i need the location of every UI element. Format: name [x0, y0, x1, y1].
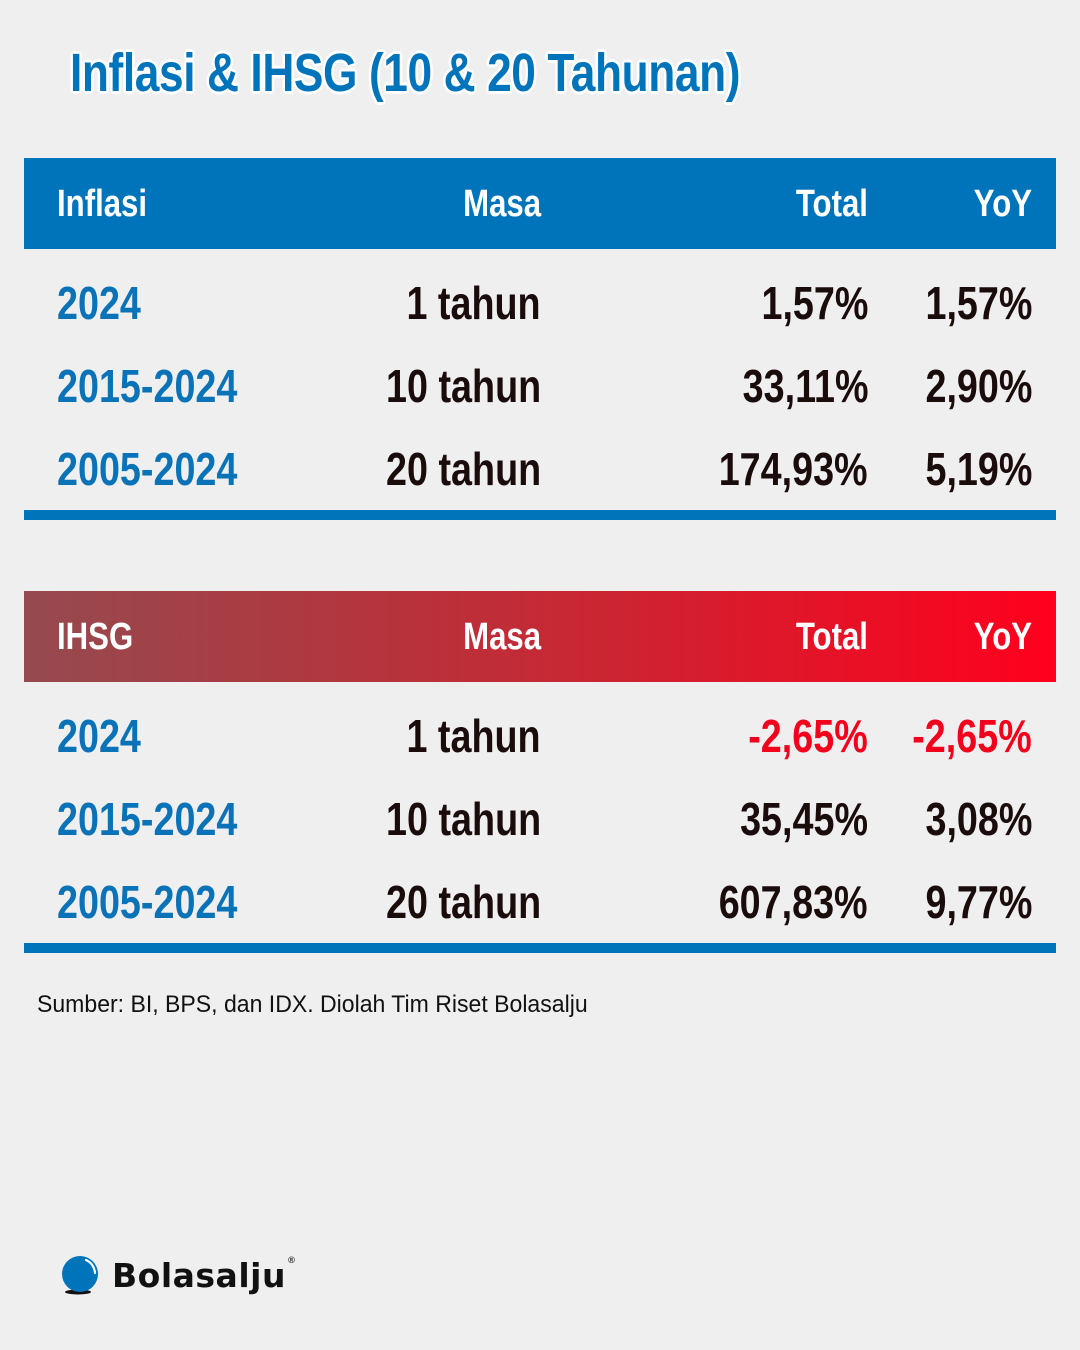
source-note: Sumber: BI, BPS, dan IDX. Diolah Tim Ris… [37, 991, 588, 1018]
ihsg-table-body: 2024 1 tahun -2,65% -2,65% 2015-2024 10 … [24, 682, 1056, 944]
header-total: Total [795, 183, 868, 225]
table-bottom-rule [24, 943, 1056, 953]
inflation-table-body: 2024 1 tahun 1,57% 1,57% 2015-2024 10 ta… [24, 249, 1056, 511]
header-total: Total [795, 616, 868, 658]
period-cell: 2024 [57, 710, 141, 762]
total-cell: 33,11% [742, 360, 868, 412]
masa-cell: 20 tahun [385, 443, 541, 495]
header-masa: Masa [463, 183, 541, 225]
header-ihsg: IHSG [57, 616, 134, 658]
header-masa: Masa [463, 616, 541, 658]
period-cell: 2024 [57, 277, 141, 329]
table-row: 2024 1 tahun -2,65% -2,65% [24, 695, 1056, 778]
masa-cell: 1 tahun [406, 710, 541, 762]
yoy-cell: 1,57% [925, 277, 1032, 329]
registered-mark: ® [286, 1255, 297, 1266]
period-cell: 2015-2024 [57, 793, 238, 845]
period-cell: 2015-2024 [57, 360, 238, 412]
inflation-table-header: Inflasi Masa Total YoY [24, 158, 1056, 249]
page-title: Inflasi & IHSG (10 & 20 Tahunan) [70, 43, 741, 103]
masa-cell: 10 tahun [385, 360, 541, 412]
ihsg-table-header: IHSG Masa Total YoY [24, 591, 1056, 682]
masa-cell: 1 tahun [406, 277, 541, 329]
total-cell: 174,93% [719, 443, 868, 495]
total-cell: 607,83% [719, 876, 868, 928]
table-bottom-rule [24, 510, 1056, 520]
table-row: 2015-2024 10 tahun 35,45% 3,08% [24, 778, 1056, 861]
masa-cell: 10 tahun [385, 793, 541, 845]
logo-text: Bolasalju [112, 1255, 286, 1295]
period-cell: 2005-2024 [57, 443, 238, 495]
inflation-table: Inflasi Masa Total YoY 2024 1 tahun 1,57… [24, 158, 1056, 520]
yoy-cell: 2,90% [925, 360, 1032, 412]
table-row: 2015-2024 10 tahun 33,11% 2,90% [24, 345, 1056, 428]
total-cell: 35,45% [740, 793, 868, 845]
yoy-cell: 3,08% [925, 793, 1032, 845]
header-yoy: YoY [973, 616, 1032, 658]
table-row: 2005-2024 20 tahun 607,83% 9,77% [24, 861, 1056, 944]
table-row: 2005-2024 20 tahun 174,93% 5,19% [24, 428, 1056, 511]
yoy-cell-negative: -2,65% [912, 710, 1032, 762]
period-cell: 2005-2024 [57, 876, 238, 928]
brand-logo: Bolasalju® [58, 1255, 296, 1295]
header-inflasi: Inflasi [57, 183, 148, 225]
table-row: 2024 1 tahun 1,57% 1,57% [24, 262, 1056, 345]
header-yoy: YoY [973, 183, 1032, 225]
yoy-cell: 9,77% [925, 876, 1032, 928]
yoy-cell: 5,19% [925, 443, 1032, 495]
total-cell-negative: -2,65% [748, 710, 868, 762]
masa-cell: 20 tahun [385, 876, 541, 928]
snowball-icon [58, 1255, 102, 1295]
total-cell: 1,57% [761, 277, 868, 329]
logo-wordmark: Bolasalju® [112, 1256, 296, 1295]
ihsg-table: IHSG Masa Total YoY 2024 1 tahun -2,65% … [24, 591, 1056, 953]
